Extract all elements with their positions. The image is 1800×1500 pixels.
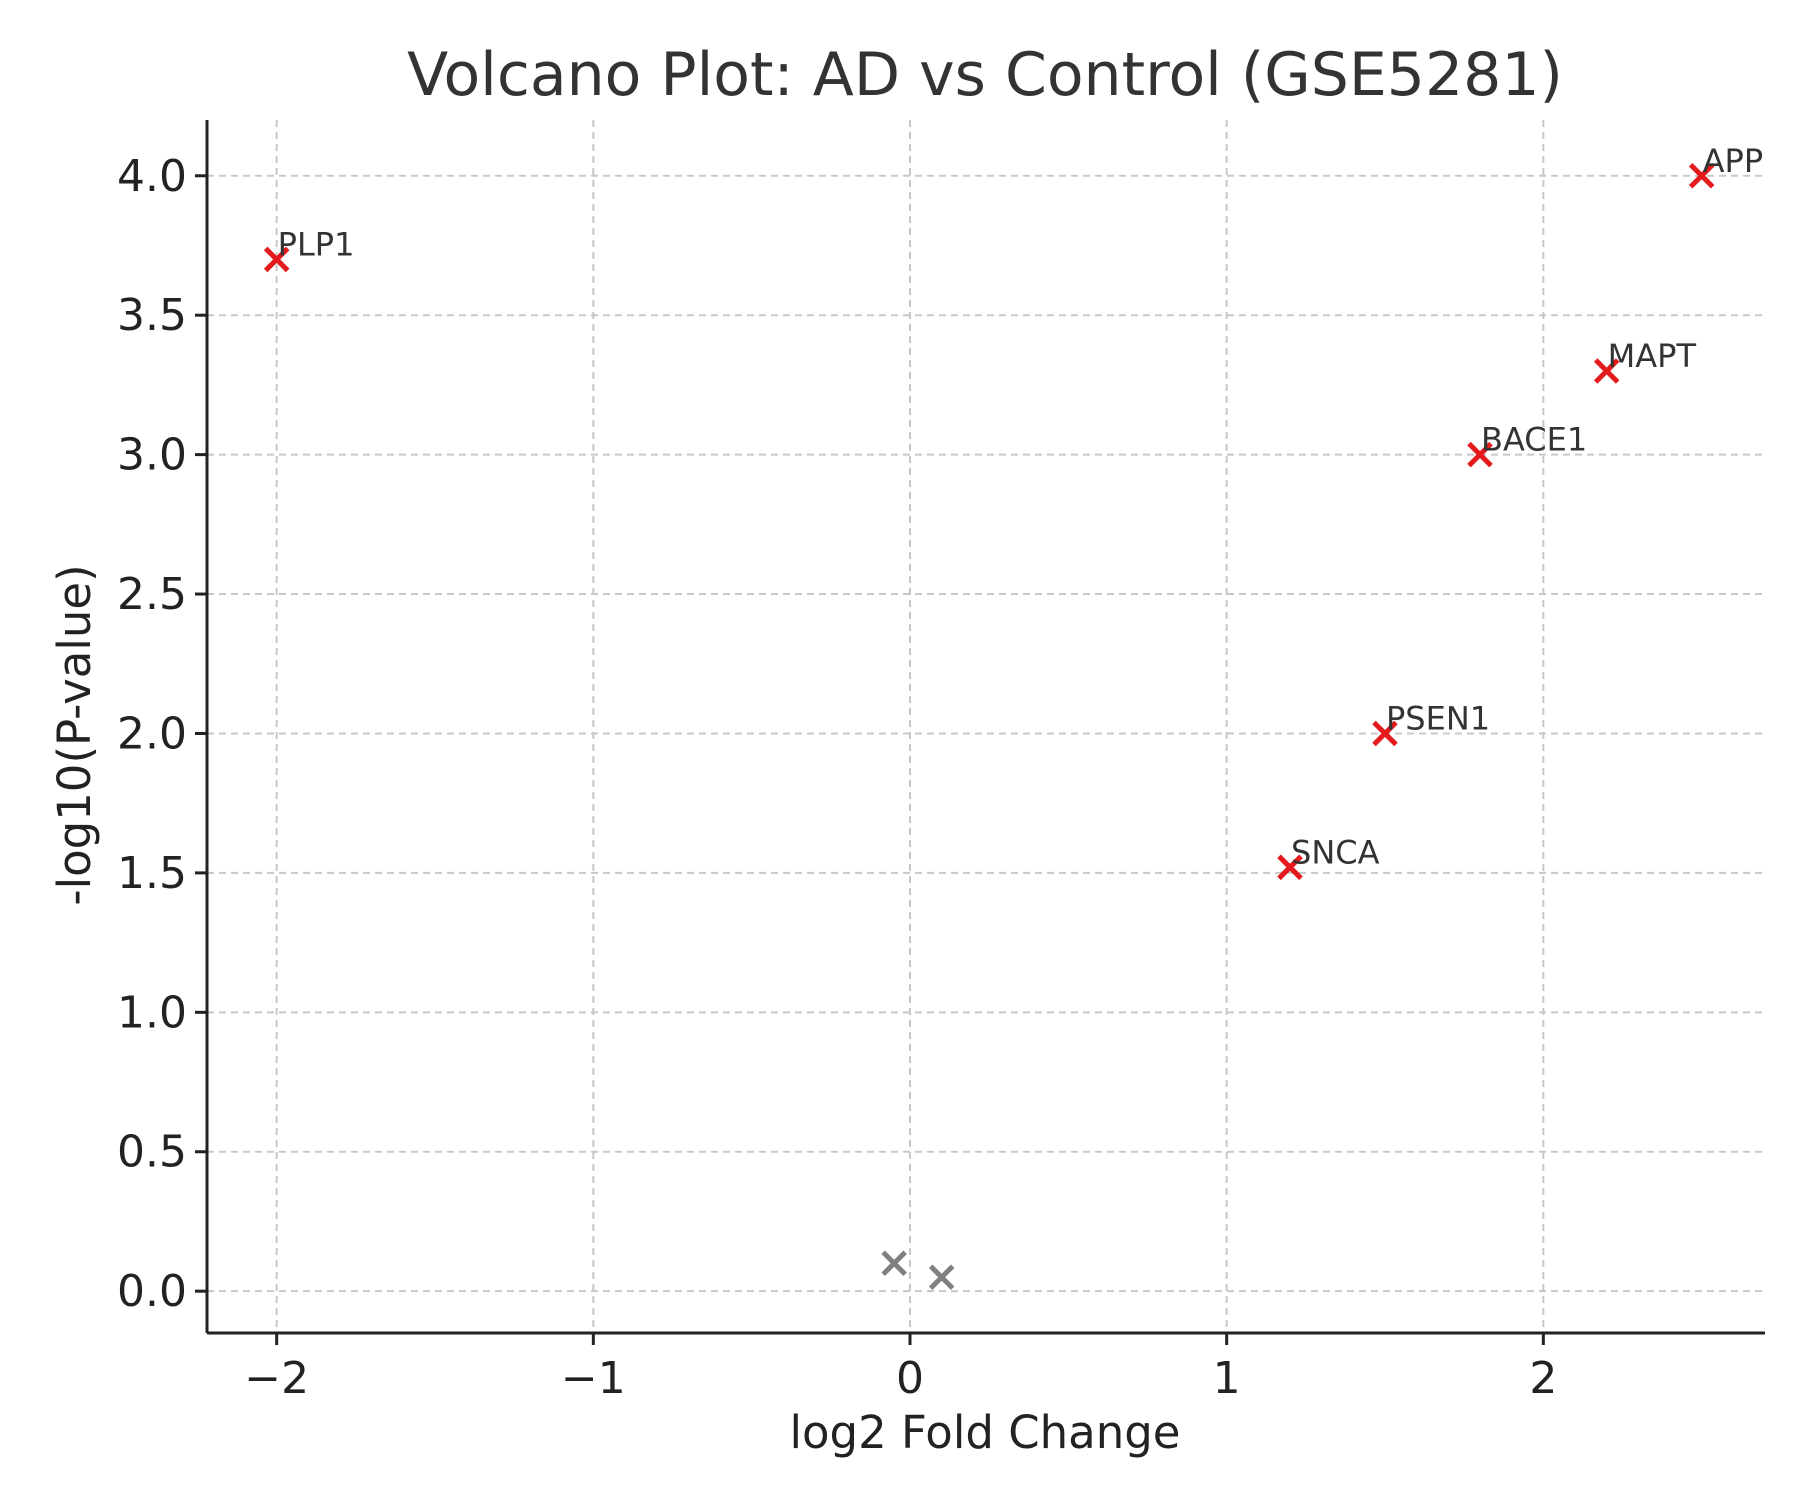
point-bace1 bbox=[1467, 441, 1493, 468]
x-tick-label: 1 bbox=[1213, 1353, 1241, 1404]
point-label: MAPT bbox=[1608, 337, 1697, 375]
x-axis-label: log2 Fold Change bbox=[789, 1406, 1180, 1459]
x-tick-label: 2 bbox=[1529, 1353, 1557, 1404]
tick-labels: −2 −1 0 1 2 0.0 0.5 1.0 1.5 2.0 2.5 3.0 3.5 4.0 bbox=[117, 151, 1557, 1404]
point-plp1 bbox=[263, 246, 290, 273]
y-tick-label: 0.5 bbox=[117, 1127, 187, 1178]
point-psen1 bbox=[1372, 720, 1398, 747]
point-nonsignificant bbox=[881, 1250, 907, 1277]
y-tick-label: 2.5 bbox=[117, 569, 187, 620]
point-label: SNCA bbox=[1291, 833, 1380, 871]
x-tick-label: −1 bbox=[561, 1353, 626, 1404]
point-label: BACE1 bbox=[1481, 421, 1587, 459]
point-nonsignificant bbox=[928, 1264, 955, 1290]
y-tick-label: 0.0 bbox=[117, 1266, 187, 1317]
y-tick-label: 1.0 bbox=[117, 987, 187, 1038]
chart-title: Volcano Plot: AD vs Control (GSE5281) bbox=[407, 40, 1563, 110]
point-label: PLP1 bbox=[278, 225, 355, 263]
y-tick-label: 3.5 bbox=[117, 290, 187, 341]
grid bbox=[207, 120, 1765, 1333]
point-label: PSEN1 bbox=[1386, 699, 1490, 737]
y-tick-label: 4.0 bbox=[117, 151, 187, 202]
y-tick-label: 1.5 bbox=[117, 848, 187, 899]
point-snca bbox=[1277, 854, 1303, 881]
y-tick-label: 2.0 bbox=[117, 708, 187, 759]
point-label: APP bbox=[1703, 142, 1763, 180]
x-tick-label: 0 bbox=[896, 1353, 924, 1404]
x-tick-label: −2 bbox=[244, 1353, 309, 1404]
y-axis-label: -log10(P-value) bbox=[48, 564, 101, 905]
point-mapt bbox=[1593, 358, 1620, 384]
axes bbox=[195, 120, 1765, 1345]
point-app bbox=[1688, 163, 1715, 189]
y-tick-label: 3.0 bbox=[117, 430, 187, 481]
data-points bbox=[263, 163, 1715, 1290]
point-labels: APP PLP1 MAPT BACE1 PSEN1 SNCA bbox=[278, 142, 1763, 872]
